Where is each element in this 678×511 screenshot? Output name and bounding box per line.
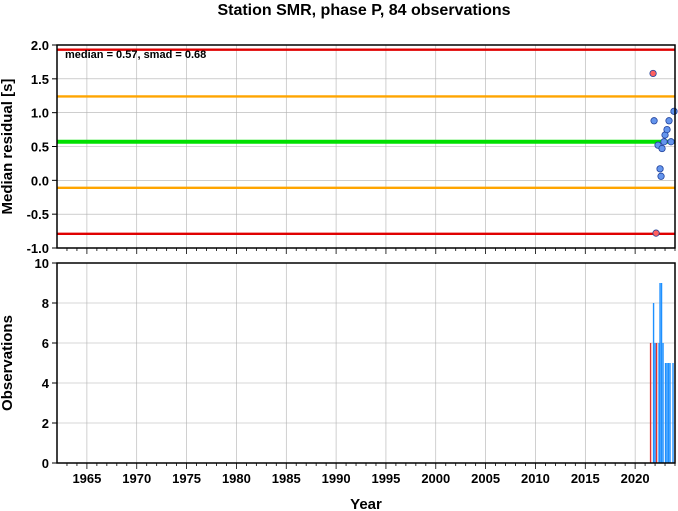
observations-frame bbox=[56, 262, 676, 464]
data-point bbox=[660, 138, 668, 146]
year-tick-label: 2005 bbox=[471, 471, 500, 486]
year-tick-label: 1995 bbox=[371, 471, 400, 486]
observations-ytick-label: 10 bbox=[35, 256, 49, 271]
residual-ytick-label: 0.0 bbox=[31, 173, 49, 188]
data-point bbox=[663, 125, 671, 134]
observations-ytick-label: 0 bbox=[42, 456, 49, 471]
year-tick-label: 2010 bbox=[521, 471, 550, 486]
residual-ytick-label: -0.5 bbox=[27, 207, 49, 222]
data-point bbox=[657, 172, 665, 180]
data-point bbox=[656, 165, 664, 173]
observations-ytick-label: 4 bbox=[42, 376, 50, 391]
data-point bbox=[650, 117, 658, 125]
residual-ytick-label: 1.5 bbox=[31, 72, 49, 87]
year-tick-label: 1985 bbox=[272, 471, 301, 486]
data-point bbox=[667, 138, 675, 146]
residual-panel: -1.0 -0.5 0.0 0.5 1.0 1.5 2.0 Median residual [… bbox=[0, 38, 678, 256]
observations-ytick-label: 6 bbox=[42, 336, 49, 351]
observations-panel: 0 2 4 6 8 10 Observations 1965 1970 1975 1980 1985 1… bbox=[0, 256, 676, 511]
year-tick-label: 2020 bbox=[621, 471, 650, 486]
year-tick-label: 1975 bbox=[172, 471, 201, 486]
data-point bbox=[658, 144, 666, 153]
stats-annotation: median = 0.57, smad = 0.68 bbox=[65, 49, 206, 61]
year-tick-label: 1990 bbox=[322, 471, 351, 486]
year-tick-label: 1965 bbox=[72, 471, 101, 486]
data-point bbox=[670, 107, 678, 115]
residual-ytick-label: 2.0 bbox=[31, 38, 49, 53]
year-tick-label: 1980 bbox=[222, 471, 251, 486]
residual-ytick-label: 0.5 bbox=[31, 140, 49, 155]
residual-ylabel: Median residual [s] bbox=[0, 79, 16, 215]
data-point bbox=[649, 69, 657, 78]
observations-ylabel: Observations bbox=[0, 315, 16, 411]
data-point bbox=[652, 229, 660, 237]
chart-title: Station SMR, phase P, 84 observations bbox=[217, 2, 510, 19]
year-tick-label: 2015 bbox=[571, 471, 600, 486]
x-axis-label: Year bbox=[350, 496, 382, 511]
data-point bbox=[665, 117, 673, 125]
observations-ytick-label: 2 bbox=[42, 416, 49, 431]
year-tick-label: 1970 bbox=[122, 471, 151, 486]
residual-ytick-label: 1.0 bbox=[31, 106, 49, 121]
observations-ytick-label: 8 bbox=[42, 296, 49, 311]
year-tick-label: 2000 bbox=[421, 471, 450, 486]
residual-ytick-label: -1.0 bbox=[27, 241, 49, 256]
